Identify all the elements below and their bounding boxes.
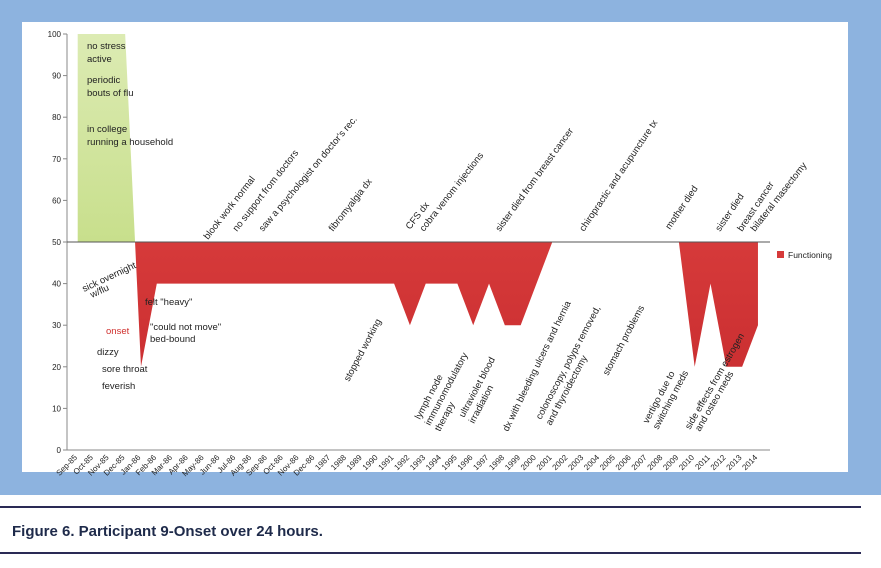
annotation: dizzy bbox=[97, 347, 119, 358]
y-tick-label: 90 bbox=[52, 72, 61, 81]
y-tick-label: 80 bbox=[52, 113, 61, 122]
annotation: felt "heavy" bbox=[145, 297, 192, 308]
y-tick-label: 60 bbox=[52, 196, 61, 205]
annotation: running a household bbox=[87, 137, 173, 148]
y-tick-label: 50 bbox=[52, 238, 61, 247]
y-tick-label: 30 bbox=[52, 321, 61, 330]
annotation: onset bbox=[106, 326, 130, 337]
y-tick-label: 10 bbox=[52, 404, 61, 413]
annotation: active bbox=[87, 54, 112, 65]
area bbox=[77, 34, 758, 367]
annotation: in college bbox=[87, 124, 127, 135]
y-tick-label: 20 bbox=[52, 363, 61, 372]
caption: Figure 6. Participant 9-Onset over 24 ho… bbox=[12, 523, 323, 540]
y-tick-label: 0 bbox=[57, 446, 62, 455]
legend-label: Functioning bbox=[788, 250, 832, 260]
annotation: bed-bound bbox=[150, 334, 195, 345]
annotation: feverish bbox=[102, 381, 135, 392]
annotation: sore throat bbox=[102, 364, 148, 375]
annotation: bouts of flu bbox=[87, 88, 133, 99]
y-tick-label: 70 bbox=[52, 155, 61, 164]
annotation: periodic bbox=[87, 75, 121, 86]
y-tick-label: 100 bbox=[48, 30, 62, 39]
legend-swatch bbox=[777, 251, 784, 258]
y-tick-label: 40 bbox=[52, 280, 61, 289]
annotation: no stress bbox=[87, 41, 126, 52]
annotation: "could not move" bbox=[150, 322, 221, 333]
